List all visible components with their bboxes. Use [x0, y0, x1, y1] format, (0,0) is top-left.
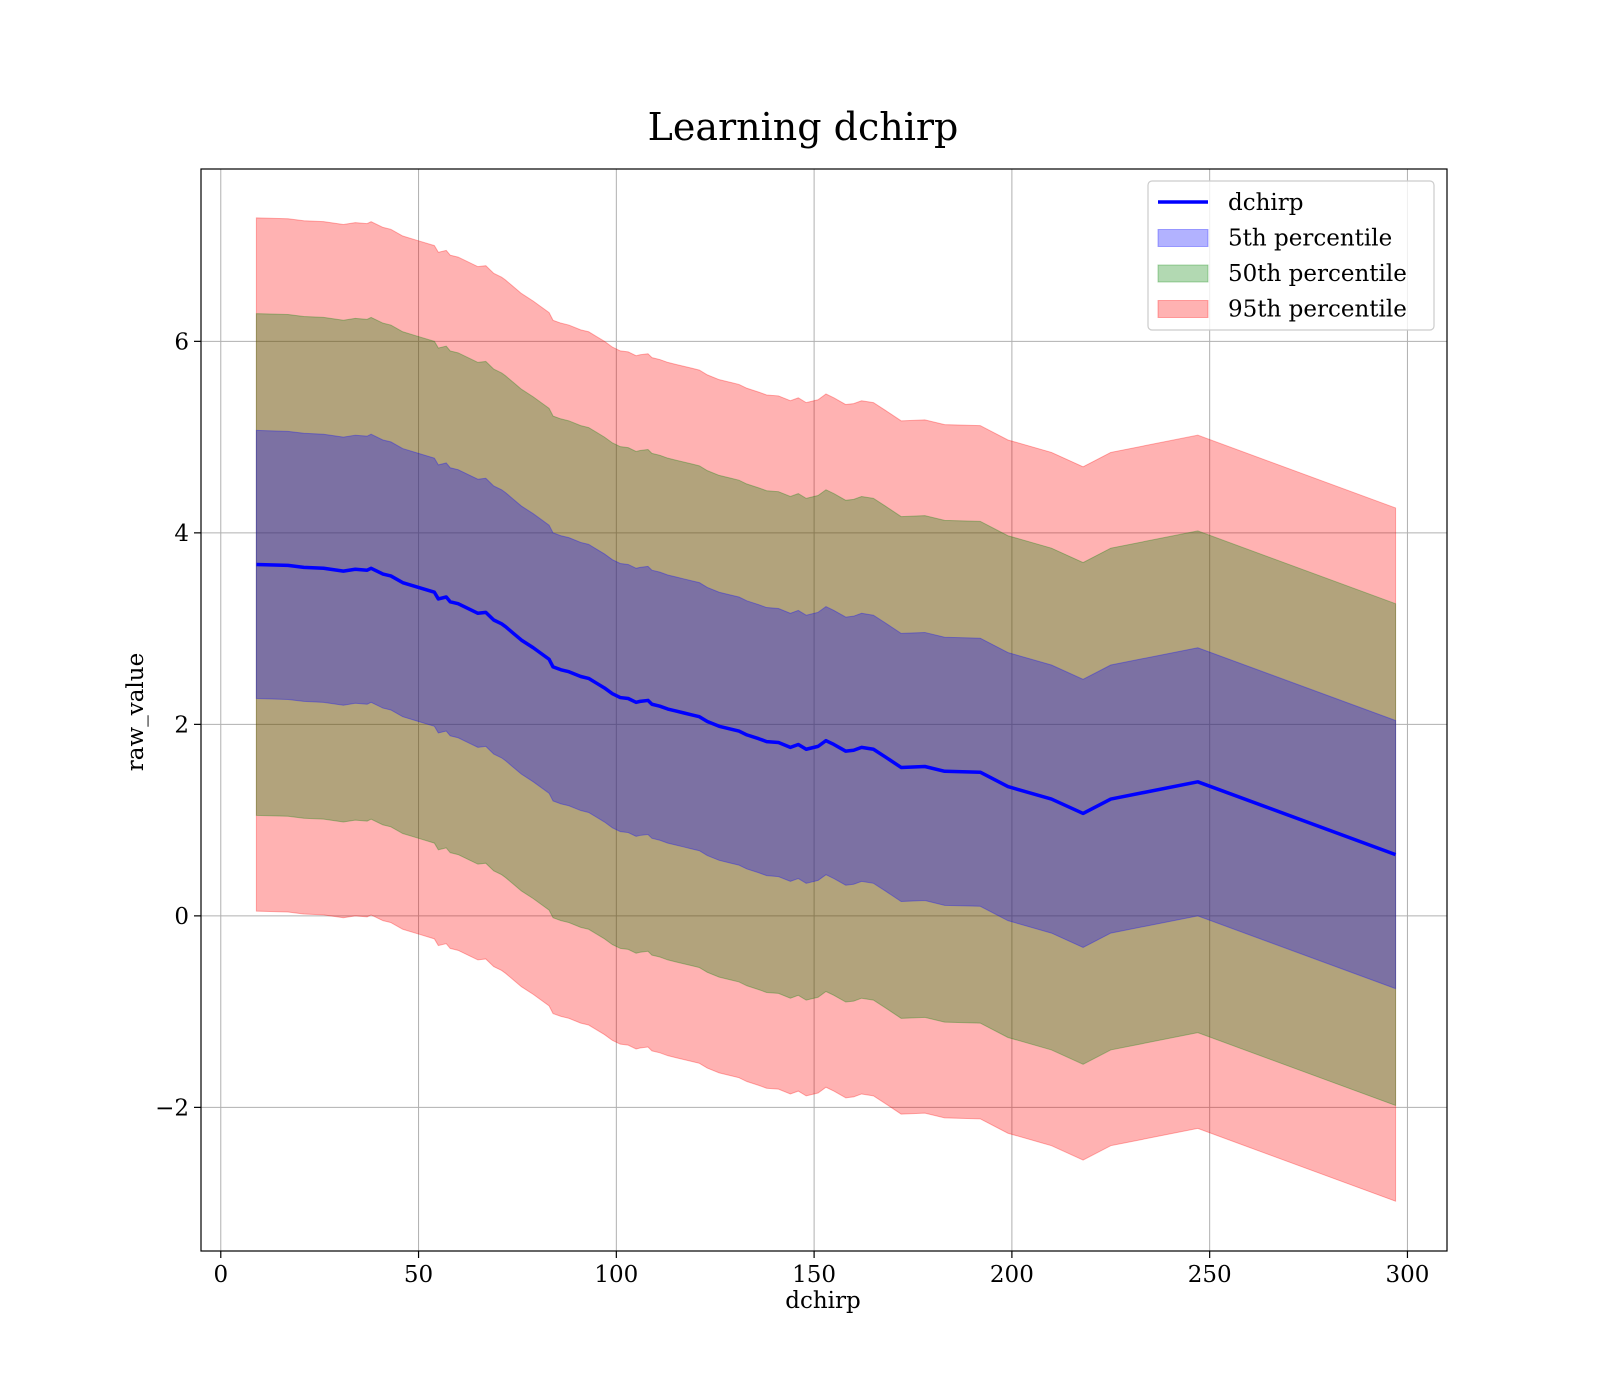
bands	[255, 217, 1397, 1202]
x-tick-label: 300	[1385, 1262, 1429, 1288]
x-tick-label: 250	[1188, 1262, 1232, 1288]
legend-swatch-patch	[1157, 264, 1209, 283]
legend-label: 5th percentile	[1228, 226, 1392, 252]
x-axis-label: dchirp	[785, 1288, 861, 1314]
legend-box	[1147, 180, 1435, 331]
chart-title: Learning dchirp	[648, 105, 959, 149]
y-tick-label: 0	[174, 904, 189, 930]
lines	[256, 562, 1397, 857]
series-line-dchirp	[256, 562, 1397, 857]
legend-label: dchirp	[1228, 190, 1304, 216]
x-axis-ticks: 0 50 100 150 200 250 300	[213, 1251, 1429, 1288]
legend-swatch-patch	[1157, 300, 1209, 318]
x-tick-label: 200	[990, 1262, 1034, 1288]
legend-label: 95th percentile	[1228, 297, 1407, 323]
band-95th-percentile	[255, 217, 1397, 1202]
grid	[201, 169, 1447, 1251]
y-tick-label: 6	[174, 329, 189, 355]
x-tick-label: 50	[404, 1262, 433, 1288]
band-50th-percentile	[255, 313, 1397, 1107]
y-axis-ticks: −2 0 2 4 6	[155, 329, 201, 1121]
plot-frame	[200, 168, 1448, 1252]
y-axis-label: raw_value	[123, 653, 149, 771]
y-tick-label: 2	[174, 712, 189, 738]
x-tick-label: 150	[792, 1262, 836, 1288]
y-tick-label: 4	[174, 521, 189, 547]
legend-swatch-patch	[1157, 229, 1209, 247]
y-tick-label: −2	[155, 1095, 189, 1121]
band-5th-percentile	[255, 429, 1397, 990]
x-tick-label: 0	[213, 1262, 228, 1288]
x-tick-label: 100	[594, 1262, 638, 1288]
legend-label: 50th percentile	[1228, 261, 1407, 287]
legend: dchirp 5th percentile 50th percentile 95th …	[1147, 180, 1435, 331]
